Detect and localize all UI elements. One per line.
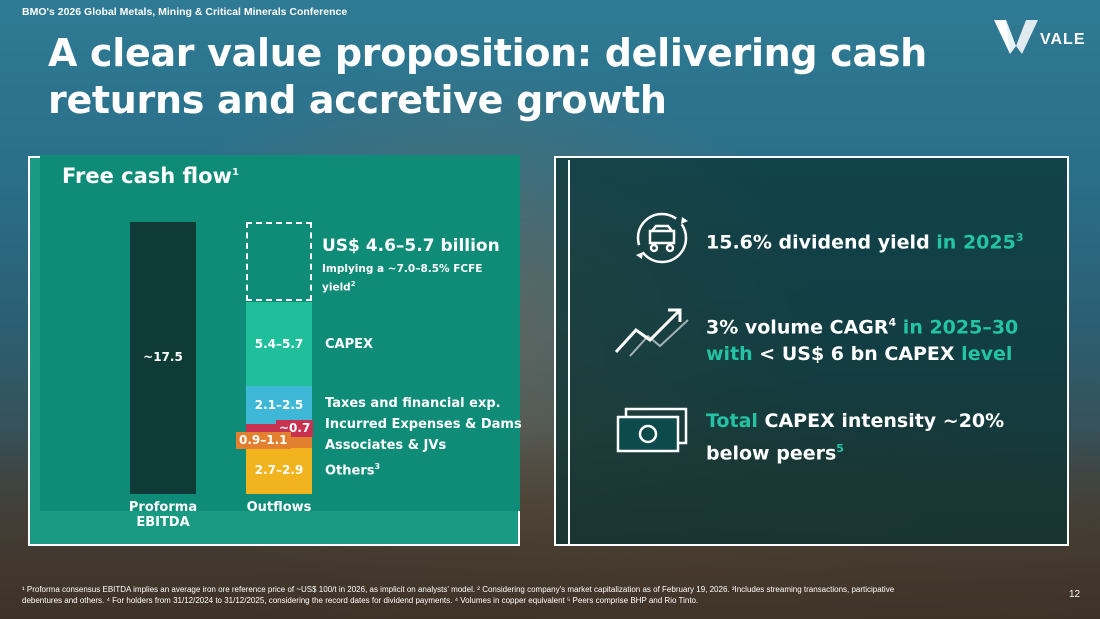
footnote-line-2: debentures and others. ⁴ For holders fro… xyxy=(22,596,699,605)
fcf-dashed-box xyxy=(246,222,312,301)
fcf-title: Free cash flow1 xyxy=(62,164,239,188)
capex-segment xyxy=(246,302,312,386)
ebitda-value: ~17.5 xyxy=(143,350,183,364)
conference-label: BMO's 2026 Global Metals, Mining & Criti… xyxy=(22,6,348,18)
others-segment xyxy=(246,448,312,494)
taxes-label: Taxes and financial exp. xyxy=(325,396,501,411)
incurred-label: Incurred Expenses & Dams xyxy=(325,417,522,432)
footnote-line-1: ¹ Proforma consensus EBITDA implies an a… xyxy=(22,585,895,594)
vale-logo-icon xyxy=(994,20,1038,54)
page-number: 12 xyxy=(1069,589,1081,600)
logo-text: VALE xyxy=(1040,31,1086,48)
associates-value-badge: 0.9–1.1 xyxy=(236,432,291,449)
capex-label: CAPEX xyxy=(325,337,374,352)
footnotes: ¹ Proforma consensus EBITDA implies an a… xyxy=(22,584,1022,606)
kpi-volume-cagr: 3% volume CAGR4 in 2025–30 with < US$ 6 … xyxy=(706,316,1019,366)
fcf-range: US$ 4.6–5.7 billion xyxy=(322,236,500,256)
growth-arrow-icon xyxy=(614,308,689,357)
outflows-axis-label: Outflows xyxy=(246,500,312,515)
others-value: 2.7–2.9 xyxy=(254,463,304,477)
taxes-segment xyxy=(246,386,312,424)
capex-value: 5.4–5.7 xyxy=(254,337,304,351)
page-title: A clear value proposition: delivering ca… xyxy=(48,31,927,122)
others-label: Others3 xyxy=(325,462,381,479)
kpi-capex-intensity: Total CAPEX intensity ~20% below peers5 xyxy=(706,410,1005,465)
fcf-yield-note: Implying a ~7.0–8.5% FCFE yield2 xyxy=(322,263,483,294)
ebitda-bar xyxy=(130,222,196,494)
ebitda-axis-label: Proforma EBITDA xyxy=(128,500,198,530)
kpi-panel xyxy=(554,156,1069,546)
banknotes-icon xyxy=(616,407,688,453)
taxes-value: 2.1–2.5 xyxy=(254,398,304,412)
associates-label: Associates & JVs xyxy=(325,438,447,453)
kpi-dividend-yield: 15.6% dividend yield in 20253 xyxy=(706,231,1024,254)
kpi-panel-divider xyxy=(568,160,570,544)
cart-cycle-icon xyxy=(636,212,688,264)
